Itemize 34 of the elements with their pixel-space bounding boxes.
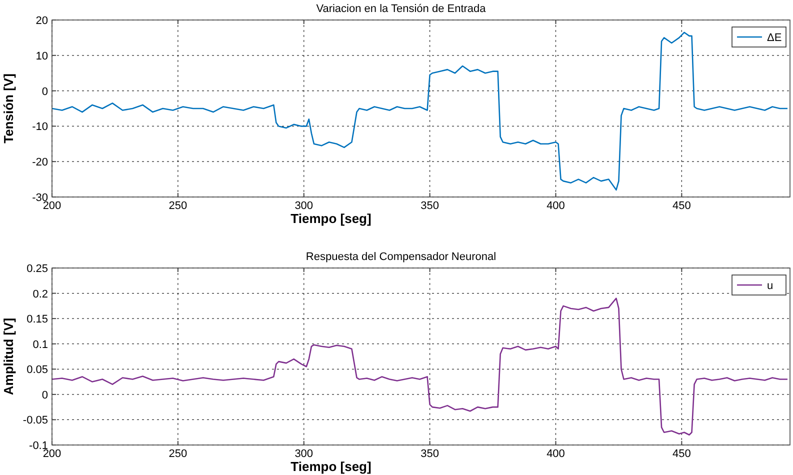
x-tick-label: 300: [294, 448, 314, 460]
x-tick-label: 450: [672, 200, 691, 212]
y-tick-label: 0.05: [26, 364, 48, 376]
y-tick-label: 0: [42, 389, 48, 402]
y-tick-label: 0.2: [32, 288, 48, 300]
x-axis-title: Tiempo [seg]: [290, 459, 372, 474]
x-tick-label: 250: [168, 200, 188, 212]
y-tick-label: 10: [36, 50, 48, 62]
x-tick-label: 200: [42, 448, 62, 460]
line-series: [52, 298, 788, 436]
line-series: [52, 32, 788, 191]
x-tick-label: 400: [546, 448, 565, 460]
legend-label: ΔE: [767, 32, 782, 44]
x-tick-label: 200: [42, 200, 62, 212]
chart-title: Respuesta del Compensador Neuronal: [306, 251, 496, 263]
y-tick-label: -0.05: [22, 414, 48, 427]
y-tick-label: -20: [32, 156, 48, 169]
legend-label: u: [767, 280, 774, 292]
x-tick-label: 450: [672, 448, 691, 460]
x-tick-label: 300: [294, 200, 314, 212]
x-tick-label: 250: [168, 448, 188, 460]
x-tick-label: 400: [546, 200, 565, 212]
y-tick-label: 20: [36, 15, 48, 27]
x-tick-label: 350: [420, 200, 439, 212]
y-tick-label: 0: [42, 86, 48, 98]
y-axis-title: Amplitud [V]: [1, 318, 16, 396]
y-axis-title: Tensión [V]: [1, 74, 16, 144]
chart-title: Variacion en la Tensión de Entrada: [316, 3, 487, 15]
y-tick-label: 0.25: [26, 263, 48, 275]
y-tick-label: -10: [32, 121, 48, 134]
x-tick-label: 350: [420, 448, 439, 460]
y-tick-label: 0.15: [26, 314, 48, 326]
x-axis-title: Tiempo [seg]: [290, 211, 372, 226]
y-tick-label: 0.1: [32, 338, 48, 351]
